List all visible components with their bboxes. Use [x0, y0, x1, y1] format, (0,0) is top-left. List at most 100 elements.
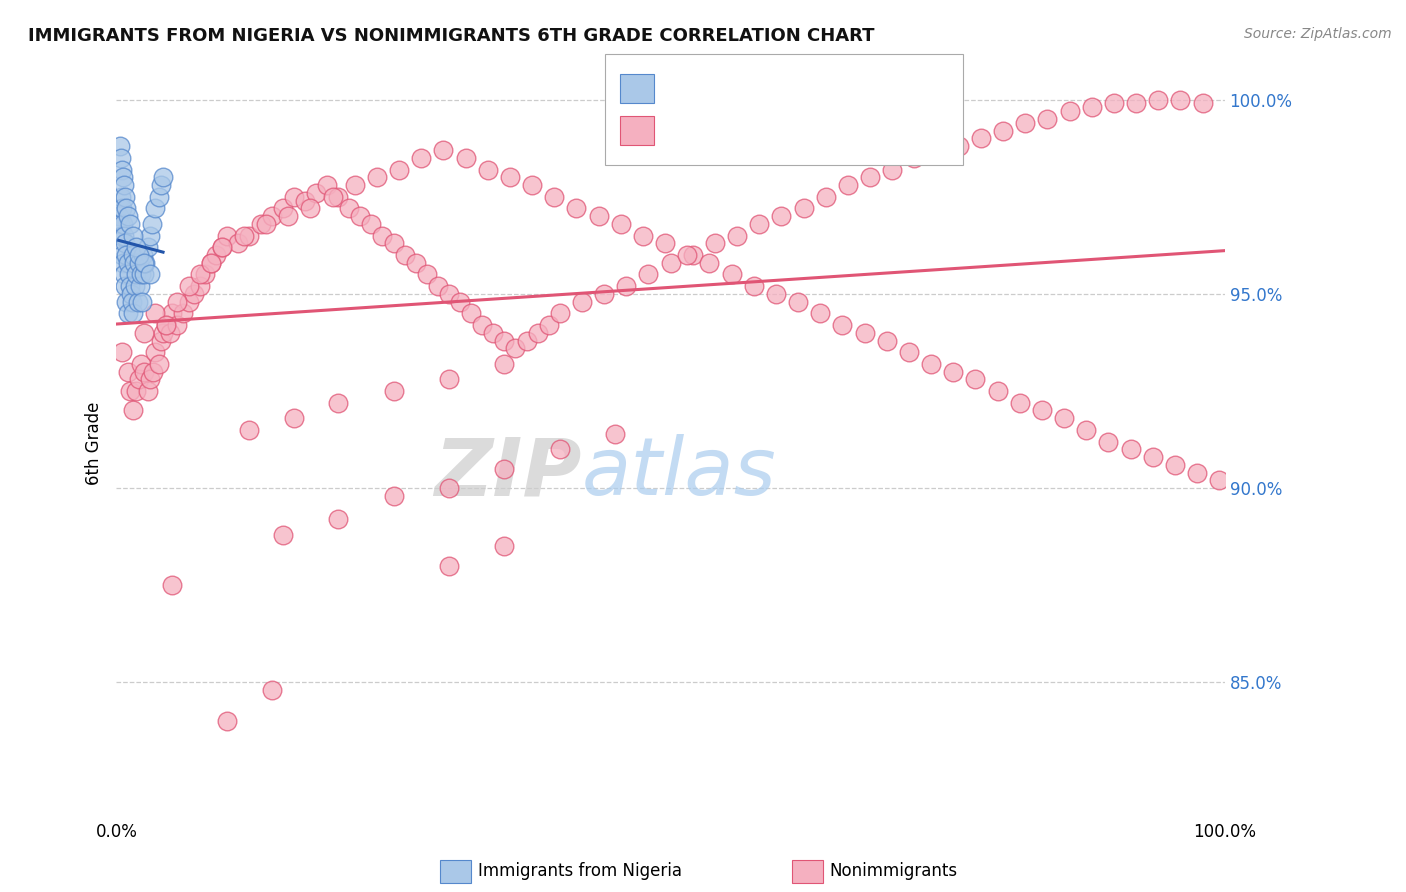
Point	[112, 217, 135, 231]
Point	[159, 326, 181, 340]
Point	[205, 248, 228, 262]
Point	[283, 190, 305, 204]
Point	[699, 256, 721, 270]
Point	[748, 217, 770, 231]
Point	[970, 131, 993, 145]
Point	[720, 268, 742, 282]
Point	[128, 279, 150, 293]
Point	[131, 294, 153, 309]
Point	[128, 248, 150, 262]
Point	[682, 248, 704, 262]
Point	[183, 286, 205, 301]
Point	[111, 202, 134, 216]
Point	[520, 178, 543, 193]
Point	[405, 256, 427, 270]
Point	[343, 178, 366, 193]
Point	[110, 151, 132, 165]
Point	[160, 578, 183, 592]
Point	[326, 190, 349, 204]
Point	[166, 318, 188, 332]
Point	[194, 268, 217, 282]
Point	[1080, 100, 1102, 114]
Point	[1164, 458, 1187, 472]
Point	[121, 294, 143, 309]
Point	[1053, 411, 1076, 425]
Point	[1014, 116, 1036, 130]
Point	[114, 279, 136, 293]
Point	[426, 279, 449, 293]
Point	[853, 326, 876, 340]
Point	[903, 151, 925, 165]
Point	[177, 294, 200, 309]
Point	[115, 294, 138, 309]
Point	[437, 558, 460, 573]
Point	[118, 217, 141, 231]
Point	[211, 240, 233, 254]
Point	[149, 334, 172, 348]
Point	[925, 143, 948, 157]
Point	[543, 190, 565, 204]
Point	[112, 256, 135, 270]
Point	[115, 248, 138, 262]
Point	[965, 372, 987, 386]
Point	[471, 318, 494, 332]
Point	[117, 209, 139, 223]
Text: Immigrants from Nigeria: Immigrants from Nigeria	[478, 863, 682, 880]
Point	[631, 228, 654, 243]
Point	[366, 170, 388, 185]
Point	[548, 306, 571, 320]
Point	[143, 202, 166, 216]
Point	[411, 151, 433, 165]
Point	[416, 268, 439, 282]
Point	[637, 268, 659, 282]
Point	[211, 240, 233, 254]
Point	[1147, 93, 1170, 107]
Point	[160, 306, 183, 320]
Point	[770, 209, 793, 223]
Point	[859, 170, 882, 185]
Point	[437, 481, 460, 495]
Point	[148, 190, 170, 204]
Point	[152, 170, 174, 185]
Point	[382, 384, 405, 398]
Point	[117, 306, 139, 320]
Point	[537, 318, 560, 332]
Point	[232, 228, 254, 243]
Point	[111, 162, 134, 177]
Point	[128, 256, 150, 270]
Point	[948, 139, 970, 153]
Point	[793, 202, 815, 216]
Point	[382, 236, 405, 251]
Point	[787, 294, 810, 309]
Point	[742, 279, 765, 293]
Point	[111, 248, 134, 262]
Point	[120, 286, 142, 301]
Point	[725, 228, 748, 243]
Point	[118, 268, 141, 282]
Point	[238, 423, 260, 437]
Point	[125, 384, 148, 398]
Point	[382, 489, 405, 503]
Point	[155, 318, 177, 332]
Point	[1059, 104, 1081, 119]
Point	[122, 248, 145, 262]
Point	[122, 403, 145, 417]
Point	[571, 294, 593, 309]
Point	[134, 256, 156, 270]
Point	[122, 256, 145, 270]
Point	[1076, 423, 1098, 437]
Point	[249, 217, 271, 231]
Point	[166, 294, 188, 309]
Point	[360, 217, 382, 231]
Point	[134, 326, 156, 340]
Point	[449, 294, 471, 309]
Point	[139, 268, 162, 282]
Point	[254, 217, 277, 231]
Y-axis label: 6th Grade: 6th Grade	[86, 401, 103, 485]
Point	[117, 365, 139, 379]
Point	[108, 139, 131, 153]
Point	[565, 202, 588, 216]
Point	[460, 306, 482, 320]
Point	[134, 268, 156, 282]
Point	[260, 209, 283, 223]
